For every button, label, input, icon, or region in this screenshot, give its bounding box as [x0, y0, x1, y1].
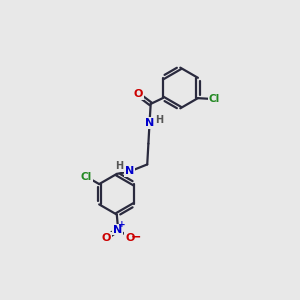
Text: H: H: [155, 115, 163, 125]
Text: N: N: [145, 118, 154, 128]
Text: Cl: Cl: [81, 172, 92, 182]
Text: N: N: [113, 225, 123, 235]
Text: H: H: [116, 161, 124, 171]
Text: N: N: [125, 167, 134, 176]
Text: O: O: [102, 233, 111, 243]
Text: +: +: [118, 220, 125, 229]
Text: O: O: [125, 233, 135, 243]
Text: −: −: [131, 231, 142, 244]
Text: O: O: [133, 89, 143, 99]
Text: Cl: Cl: [209, 94, 220, 104]
